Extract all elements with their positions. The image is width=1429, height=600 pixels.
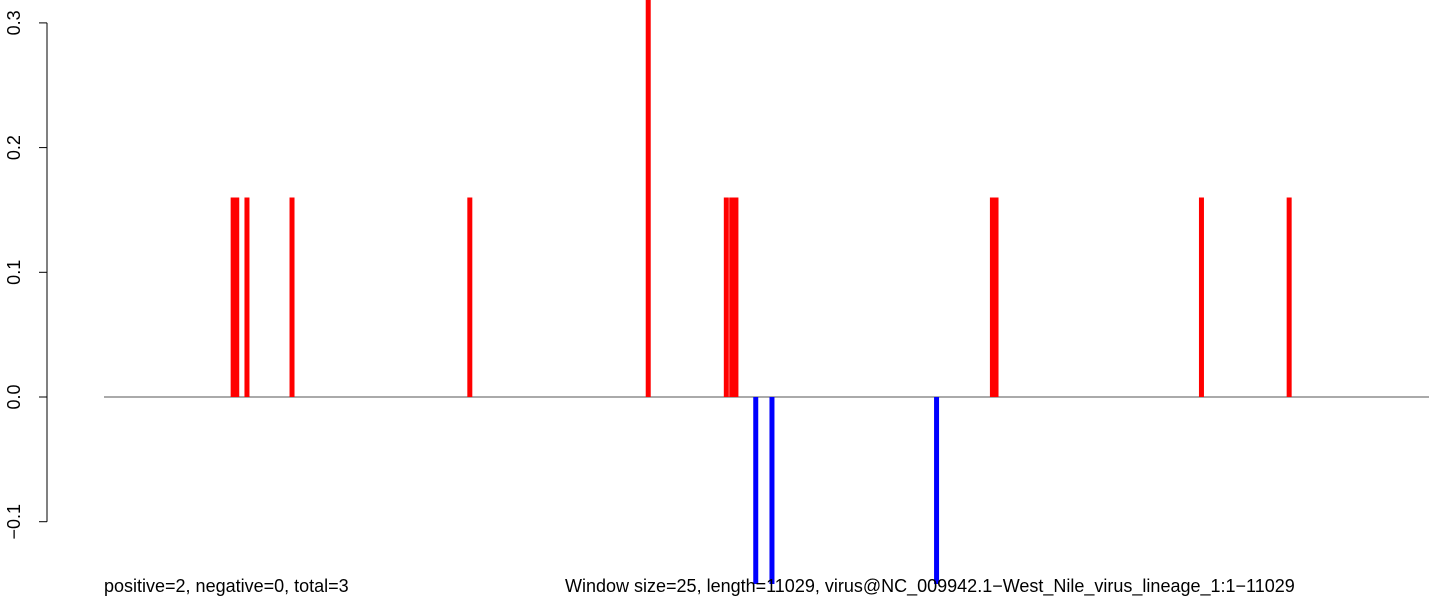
bars-group [230,0,1292,585]
y-tick-label: 0.3 [4,10,24,35]
y-axis: −0.1 0.0 0.1 0.2 0.3 [4,10,48,540]
y-tick-label: 0.0 [4,384,24,409]
y-tick-label: 0.2 [4,135,24,160]
footer-summary: positive=2, negative=0, total=3 [104,576,349,596]
y-tick-label: −0.1 [4,504,24,540]
y-tick-label: 0.1 [4,260,24,285]
footer-window-info: Window size=25, length=11029, virus@NC_0… [565,576,1295,596]
